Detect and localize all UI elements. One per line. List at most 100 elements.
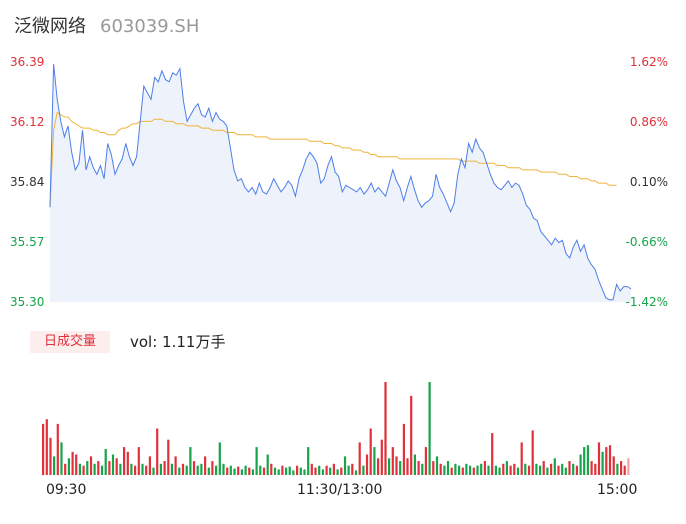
volume-bar — [424, 447, 427, 475]
volume-bar — [100, 465, 104, 475]
volume-bar — [461, 467, 464, 475]
volume-bar — [296, 465, 299, 475]
volume-bar — [237, 466, 240, 475]
volume-bar — [465, 463, 468, 475]
volume-bar — [152, 467, 155, 475]
price-axis-label: 35.30 — [10, 295, 45, 309]
volume-bar — [277, 469, 280, 475]
volume-bar — [417, 461, 420, 475]
volume-bar — [410, 395, 413, 475]
volume-bar — [351, 463, 354, 475]
volume-bar — [42, 423, 45, 476]
volume-bar — [406, 458, 409, 475]
volume-bar — [469, 465, 472, 475]
volume-bar — [273, 467, 277, 475]
volume-bar — [340, 467, 343, 475]
volume-bar — [148, 456, 151, 475]
volume-bar — [557, 465, 560, 475]
volume-bar — [369, 428, 372, 475]
volume-bar — [115, 458, 118, 475]
volume-bar — [384, 382, 387, 475]
volume-bar — [174, 456, 177, 475]
pct-axis-label: 0.10% — [629, 175, 668, 189]
volume-bar — [104, 449, 107, 475]
volume-bar — [108, 461, 111, 475]
volume-bar — [524, 463, 527, 475]
volume-bar — [145, 465, 148, 475]
volume-bar — [123, 447, 126, 475]
volume-bar — [443, 465, 446, 475]
volume-bar — [494, 465, 497, 475]
price-line — [49, 64, 632, 301]
volume-bar — [362, 465, 365, 475]
volume-bar — [612, 456, 615, 475]
volume-bar — [255, 447, 258, 475]
volume-bar — [616, 463, 619, 475]
price-axis-label: 36.39 — [10, 55, 45, 69]
volume-bar — [211, 461, 214, 475]
volume-bar — [428, 382, 431, 475]
volume-bar — [516, 467, 520, 475]
volume-bar — [579, 454, 582, 475]
volume-bar — [421, 463, 424, 475]
volume-bar — [458, 465, 461, 475]
volume-bar — [336, 469, 339, 475]
volume-bar — [594, 463, 597, 475]
volume-bar — [597, 442, 601, 475]
price-axis-label: 36.12 — [10, 115, 45, 129]
volume-bar — [45, 419, 48, 475]
volume-bar — [141, 463, 144, 475]
volume-bar — [520, 442, 523, 475]
price-axis-label: 35.57 — [10, 235, 45, 249]
volume-bar — [49, 437, 52, 475]
time-label-close: 15:00 — [597, 482, 638, 498]
volume-bar — [189, 447, 192, 475]
volume-bar — [75, 454, 78, 475]
volume-bar — [181, 463, 185, 475]
volume-bar — [281, 465, 284, 475]
volume-bar — [343, 456, 347, 475]
volume-bar — [450, 467, 453, 475]
volume-bar — [192, 461, 196, 475]
volume-bar — [439, 463, 442, 475]
volume-bar — [402, 423, 405, 476]
pct-axis-label: -0.66% — [625, 235, 668, 249]
volume-bar — [395, 456, 398, 475]
volume-bar — [270, 463, 273, 475]
volume-bar — [126, 451, 129, 476]
volume-bar — [262, 467, 266, 475]
volume-bar — [233, 468, 236, 475]
volume-bar — [93, 463, 96, 475]
volume-bar — [244, 465, 247, 475]
volume-bar — [163, 461, 166, 475]
volume-bar — [583, 447, 586, 475]
time-label-midday: 11:30/13:00 — [297, 482, 383, 498]
volume-bar — [86, 461, 89, 475]
volume-bar — [399, 461, 402, 475]
daily-volume-tab[interactable]: 日成交量 — [30, 331, 110, 353]
volume-bar — [542, 461, 545, 475]
volume-bar — [170, 463, 173, 475]
volume-bar — [373, 447, 376, 475]
volume-bar — [292, 470, 295, 476]
volume-bar — [82, 465, 85, 475]
volume-bar — [137, 447, 140, 475]
volume-bar — [314, 467, 317, 475]
volume-bar — [259, 465, 262, 475]
volume-bar — [505, 461, 508, 475]
volume-bar — [111, 454, 115, 475]
volume-bar — [476, 465, 479, 475]
volume-bar — [215, 465, 218, 475]
volume-bar — [185, 465, 188, 475]
volume-bar — [553, 458, 556, 475]
volume-bar — [502, 463, 505, 475]
volume-bar — [318, 465, 321, 475]
volume-bar — [568, 461, 571, 475]
volume-bar — [307, 447, 310, 475]
volume-bar — [97, 461, 100, 475]
volume-bar — [572, 463, 575, 475]
volume-bar — [531, 430, 534, 475]
volume-bar — [226, 467, 229, 475]
volume-bar — [78, 463, 81, 475]
